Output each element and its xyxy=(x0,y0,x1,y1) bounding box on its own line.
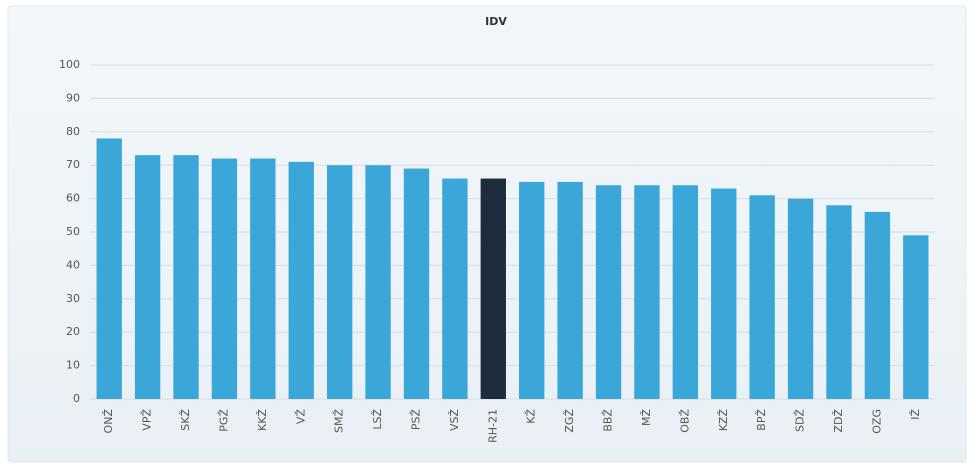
y-tick-label: 50 xyxy=(66,225,80,238)
x-tick-label: RH-21 xyxy=(486,409,499,443)
y-tick-label: 30 xyxy=(66,292,80,305)
x-tick-label: KKŽ xyxy=(256,409,269,431)
y-tick-label: 60 xyxy=(66,192,80,205)
bar xyxy=(403,168,430,399)
x-tick-label: SMŽ xyxy=(333,409,346,433)
bar xyxy=(787,198,814,399)
y-tick-label: 10 xyxy=(66,359,80,372)
x-tick-label: VPŽ xyxy=(141,409,154,431)
x-tick-label: ZDŽ xyxy=(832,409,845,433)
x-tick-label: KŽ xyxy=(525,409,538,424)
x-tick-label: SDŽ xyxy=(794,409,807,432)
bar xyxy=(134,155,161,399)
x-tick-label: KZŽ xyxy=(717,409,730,432)
bar xyxy=(595,185,622,399)
x-tick-label: OZG xyxy=(870,409,883,434)
x-tick-label: VSŽ xyxy=(448,409,461,432)
chart-title: IDV xyxy=(485,15,507,28)
bar xyxy=(903,235,929,399)
bar xyxy=(864,211,891,399)
y-tick-label: 20 xyxy=(66,325,80,338)
y-tick-label: 40 xyxy=(66,258,80,271)
bar xyxy=(288,161,314,399)
x-tick-label: PSŽ xyxy=(409,409,422,431)
x-tick-label: LSŽ xyxy=(371,409,384,430)
bar xyxy=(826,205,852,399)
y-tick-label: 90 xyxy=(66,91,80,104)
x-tick-label: SKŽ xyxy=(179,409,192,431)
y-tick-label: 80 xyxy=(66,125,80,138)
bar xyxy=(211,158,238,399)
bar xyxy=(480,178,506,399)
x-tick-label: ONŽ xyxy=(102,409,115,434)
x-tick-label: PGŽ xyxy=(217,409,230,432)
x-tick-label: MŽ xyxy=(640,409,653,426)
bar xyxy=(557,181,583,399)
bar xyxy=(326,165,353,399)
y-tick-label: 70 xyxy=(66,158,80,171)
x-tick-label: IŽ xyxy=(909,409,922,420)
bar xyxy=(442,178,468,399)
bar xyxy=(519,181,545,399)
x-tick-label: VŽ xyxy=(294,409,307,425)
y-tick-label: 0 xyxy=(73,392,80,405)
bar xyxy=(250,158,276,399)
bar xyxy=(749,195,775,399)
bar xyxy=(173,155,199,399)
x-tick-label: OBŽ xyxy=(678,409,691,433)
bar xyxy=(365,165,391,399)
y-tick-label: 100 xyxy=(59,58,80,71)
x-tick-label: BBŽ xyxy=(602,409,615,432)
bar xyxy=(711,188,737,399)
bar xyxy=(634,185,660,399)
x-tick-label: ZGŽ xyxy=(563,409,576,433)
x-tick-label: BPŽ xyxy=(755,409,768,431)
bar xyxy=(672,185,699,399)
bar xyxy=(96,138,122,400)
